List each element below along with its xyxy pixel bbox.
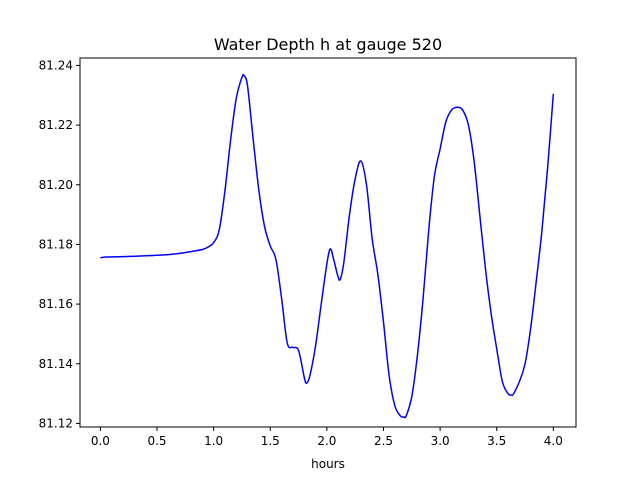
y-tick-label: 81.16 [39, 297, 73, 311]
x-tick-label: 3.5 [487, 434, 506, 448]
plot-frame [79, 57, 577, 428]
x-tick-label: 1.0 [204, 434, 223, 448]
x-tick-label: 4.0 [544, 434, 563, 448]
y-tick-label: 81.20 [39, 178, 73, 192]
x-axis: 0.0 0.5 1.0 1.5 2.0 2.5 3.0 3.5 4.0 [91, 427, 563, 448]
x-tick-label: 0.5 [147, 434, 166, 448]
plot-series [100, 73, 555, 419]
x-tick-label: 3.0 [431, 434, 450, 448]
x-axis-label: hours [311, 457, 345, 471]
y-tick-label: 81.18 [39, 237, 73, 251]
x-tick-label: 2.5 [374, 434, 393, 448]
chart-title: Water Depth h at gauge 520 [214, 35, 442, 54]
y-tick-label: 81.22 [39, 118, 73, 132]
y-tick-label: 81.12 [39, 416, 73, 430]
y-tick-label: 81.24 [39, 58, 73, 72]
y-tick-label: 81.14 [39, 357, 73, 371]
x-tick-label: 2.0 [317, 434, 336, 448]
x-tick-label: 0.0 [91, 434, 110, 448]
y-axis: 81.12 81.14 81.16 81.18 81.20 81.22 81.24 [39, 58, 80, 430]
x-tick-label: 1.5 [261, 434, 280, 448]
series-line-0 [100, 73, 555, 419]
